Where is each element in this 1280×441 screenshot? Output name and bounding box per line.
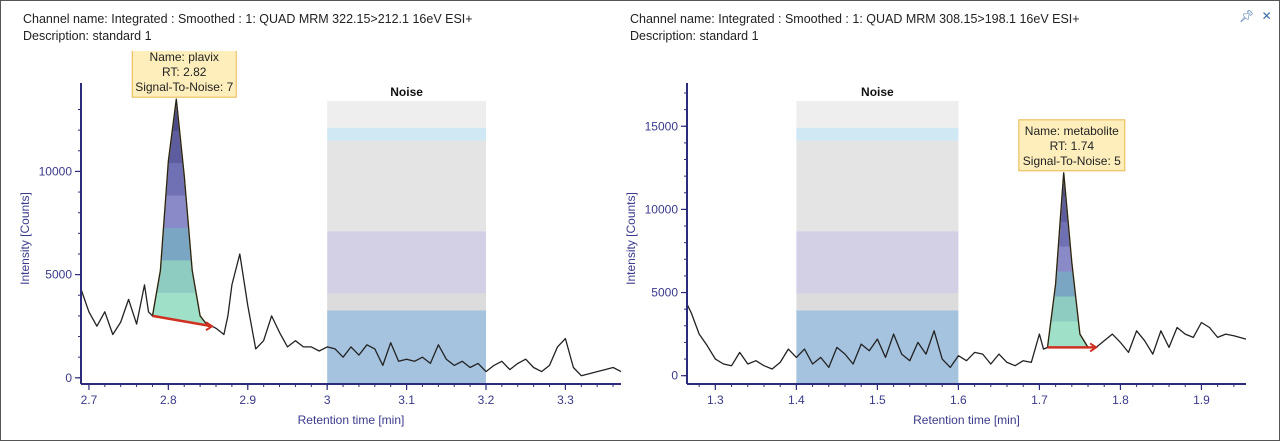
- right-baseline-arrow: [1089, 342, 1098, 353]
- left-peak-band: [152, 163, 213, 198]
- left-y-tick-label: 10000: [39, 164, 73, 178]
- left-x-tick-label: 3.1: [398, 393, 415, 407]
- right-noise-label: Noise: [861, 85, 894, 99]
- left-x-tick-label: 2.9: [239, 393, 256, 407]
- left-peak-annotation-line: RT: 2.82: [162, 65, 207, 79]
- left-y-tick-label: 5000: [45, 268, 72, 282]
- left-x-tick-label: 3.3: [557, 393, 574, 407]
- left-channel-name: Channel name: Integrated : Smoothed : 1:…: [23, 12, 473, 26]
- left-noise-band: [327, 293, 486, 311]
- right-x-tick-label: 1.9: [1193, 393, 1210, 407]
- left-integration-baseline: [152, 314, 213, 328]
- left-x-tick-label: 3: [324, 393, 331, 407]
- left-noise-band: [327, 231, 486, 294]
- left-peak-band: [152, 260, 213, 295]
- right-noise-band: [796, 101, 959, 128]
- left-noise-label: Noise: [390, 85, 423, 99]
- right-x-axis-title: Retention time [min]: [913, 413, 1020, 427]
- right-peak-band: [1047, 196, 1097, 224]
- left-chromatogram-chart: Noise 2.7 2.8 2.9 3 3.1 3.2 3.3 0 5000 10000 Retent…: [18, 51, 622, 427]
- right-noise-band: [796, 310, 959, 384]
- left-x-tick-label: 2.7: [81, 393, 98, 407]
- right-x-tick-label: 1.4: [788, 393, 805, 407]
- right-x-tick-label: 1.3: [707, 393, 724, 407]
- right-chromatogram-chart: Noise 1.3 1.4 1.5 1.6 1.7 1.8 1.9 0 5000 10000 1500…: [624, 83, 1247, 427]
- right-trace-line: [686, 172, 1247, 370]
- left-baseline-arrow: [205, 321, 214, 332]
- left-noise-band: [327, 310, 486, 384]
- right-noise-band: [796, 231, 959, 294]
- left-panel-header: Channel name: Integrated : Smoothed : 1:…: [23, 11, 473, 45]
- right-peak-band: [1047, 172, 1097, 199]
- left-x-tick-label: 3.2: [478, 393, 495, 407]
- window-controls: 📌︎ ✕: [1235, 9, 1272, 23]
- right-noise-band: [796, 127, 959, 141]
- left-peak-annotation-line: Name: plavix: [150, 51, 219, 64]
- left-y-axis-title: Intensity [Counts]: [18, 192, 32, 285]
- pin-icon[interactable]: 📌︎: [1239, 9, 1255, 23]
- close-icon[interactable]: ✕: [1261, 9, 1272, 23]
- left-peak-annotation-box: [131, 51, 237, 98]
- left-description: Description: standard 1: [23, 29, 152, 43]
- right-noise-band: [796, 293, 959, 311]
- left-x-axis-title: Retention time [min]: [298, 413, 405, 427]
- right-peak-annotation-box: [1018, 119, 1126, 172]
- right-peak-band: [1047, 271, 1097, 299]
- right-y-axis-title: Intensity [Counts]: [624, 192, 638, 285]
- left-peak-band: [152, 195, 213, 230]
- left-trace-line: [80, 98, 622, 377]
- left-peak-band: [152, 227, 213, 263]
- left-peak-annotation-line: Signal-To-Noise: 7: [135, 80, 233, 94]
- right-x-tick-label: 1.6: [950, 393, 967, 407]
- left-peak-fill: [152, 99, 213, 327]
- left-noise-band: [327, 127, 486, 141]
- left-y-tick-label: 0: [65, 371, 72, 385]
- right-y-tick-label: 5000: [651, 286, 678, 300]
- right-peak-annotation-line: Signal-To-Noise: 5: [1023, 154, 1121, 168]
- left-peak-band: [152, 99, 213, 133]
- right-y-tick-label: 15000: [645, 119, 679, 133]
- right-panel-header: Channel name: Integrated : Smoothed : 1:…: [630, 11, 1080, 45]
- right-description: Description: standard 1: [630, 29, 759, 43]
- right-x-tick-label: 1.5: [869, 393, 886, 407]
- right-y-tick-label: 0: [671, 369, 678, 383]
- right-noise-band: [796, 140, 959, 232]
- left-x-tick-label: 2.8: [160, 393, 177, 407]
- right-peak-annotation-line: Name: metabolite: [1025, 124, 1119, 138]
- right-x-tick-label: 1.8: [1112, 393, 1129, 407]
- right-y-tick-label: 10000: [645, 202, 679, 216]
- right-peak-annotation-line: RT: 1.74: [1050, 139, 1095, 153]
- left-noise-band: [327, 101, 486, 128]
- right-x-tick-label: 1.7: [1031, 393, 1048, 407]
- left-noise-band: [327, 140, 486, 232]
- right-channel-name: Channel name: Integrated : Smoothed : 1:…: [630, 12, 1080, 26]
- right-peak-band: [1047, 221, 1097, 249]
